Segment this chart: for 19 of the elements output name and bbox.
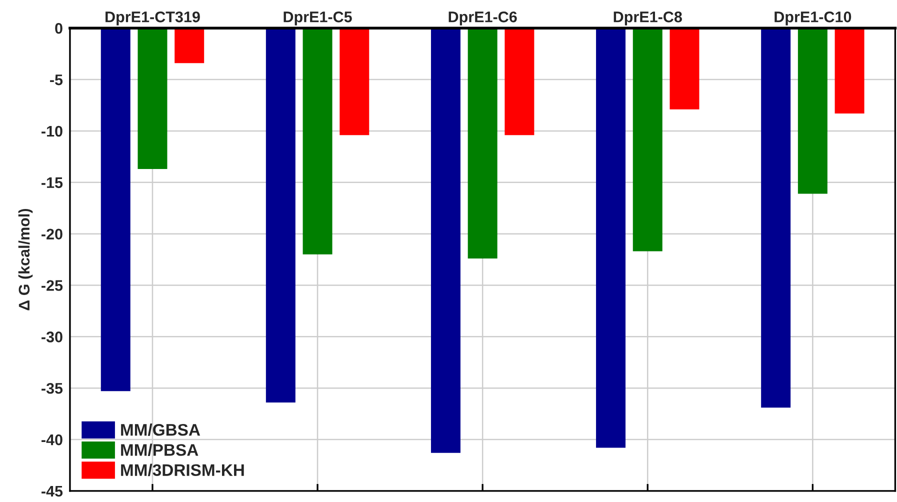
y-tick-label: -20 (42, 228, 62, 240)
x-tick-label: DprE1-CT319 (106, 11, 200, 26)
y-tick-label: -35 (42, 382, 63, 394)
y-tick-label: -40 (42, 434, 62, 446)
x-tick-label: DprE1-C10 (774, 11, 852, 26)
legend-label: MM/3DRISM-KH (121, 464, 244, 476)
x-tick-label: DprE1-C6 (448, 11, 517, 26)
y-tick-label: -10 (42, 126, 62, 137)
y-tick-label: 0 (55, 22, 62, 34)
x-tick-label: DprE1-C5 (284, 11, 352, 26)
y-tick-label: -15 (42, 177, 63, 188)
y-tick-label: -25 (42, 280, 63, 291)
legend-label: MM/GBSA (121, 424, 200, 436)
x-tick-label: DprE1-C8 (614, 11, 682, 26)
y-tick-label: -45 (42, 486, 63, 497)
y-tick-label: -5 (50, 74, 63, 86)
y-tick-label: -30 (42, 332, 62, 342)
legend-label: MM/PBSA (121, 444, 198, 456)
y-axis-title: Δ G (kcal/mol) (18, 208, 33, 310)
